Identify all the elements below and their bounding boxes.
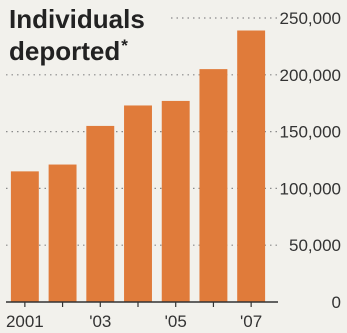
chart-title-line-2: deported*: [9, 36, 128, 66]
chart-title: Individuals deported*: [0, 0, 170, 72]
footnote-mark: *: [121, 36, 128, 55]
y-tick-label: 150,000: [280, 123, 341, 142]
chart-title-line-1: Individuals: [9, 4, 145, 34]
y-tick-label: 0: [332, 293, 341, 312]
bar-2002: [48, 164, 77, 302]
bar-2001: [10, 171, 39, 302]
x-tick-label: '03: [89, 312, 111, 331]
bar-2003: [86, 125, 115, 302]
bar-2007: [237, 30, 266, 302]
y-axis-ticks: 0 50,000 100,000 150,000 200,000 250,000: [280, 9, 341, 312]
bar-2006: [199, 69, 228, 303]
x-tick-label: '07: [240, 312, 262, 331]
y-tick-label: 50,000: [289, 236, 341, 255]
chart-title-line-2-text: deported: [9, 36, 120, 66]
x-tick-label: '05: [165, 312, 187, 331]
x-tick-label: 2001: [6, 312, 44, 331]
bars: [10, 30, 266, 303]
y-tick-label: 100,000: [280, 179, 341, 198]
bar-2004: [124, 105, 152, 302]
y-tick-label: 250,000: [280, 9, 341, 28]
x-axis-ticks: 2001 '03 '05 '07: [6, 302, 262, 331]
bar-2005: [161, 100, 190, 303]
y-tick-label: 200,000: [280, 66, 341, 85]
